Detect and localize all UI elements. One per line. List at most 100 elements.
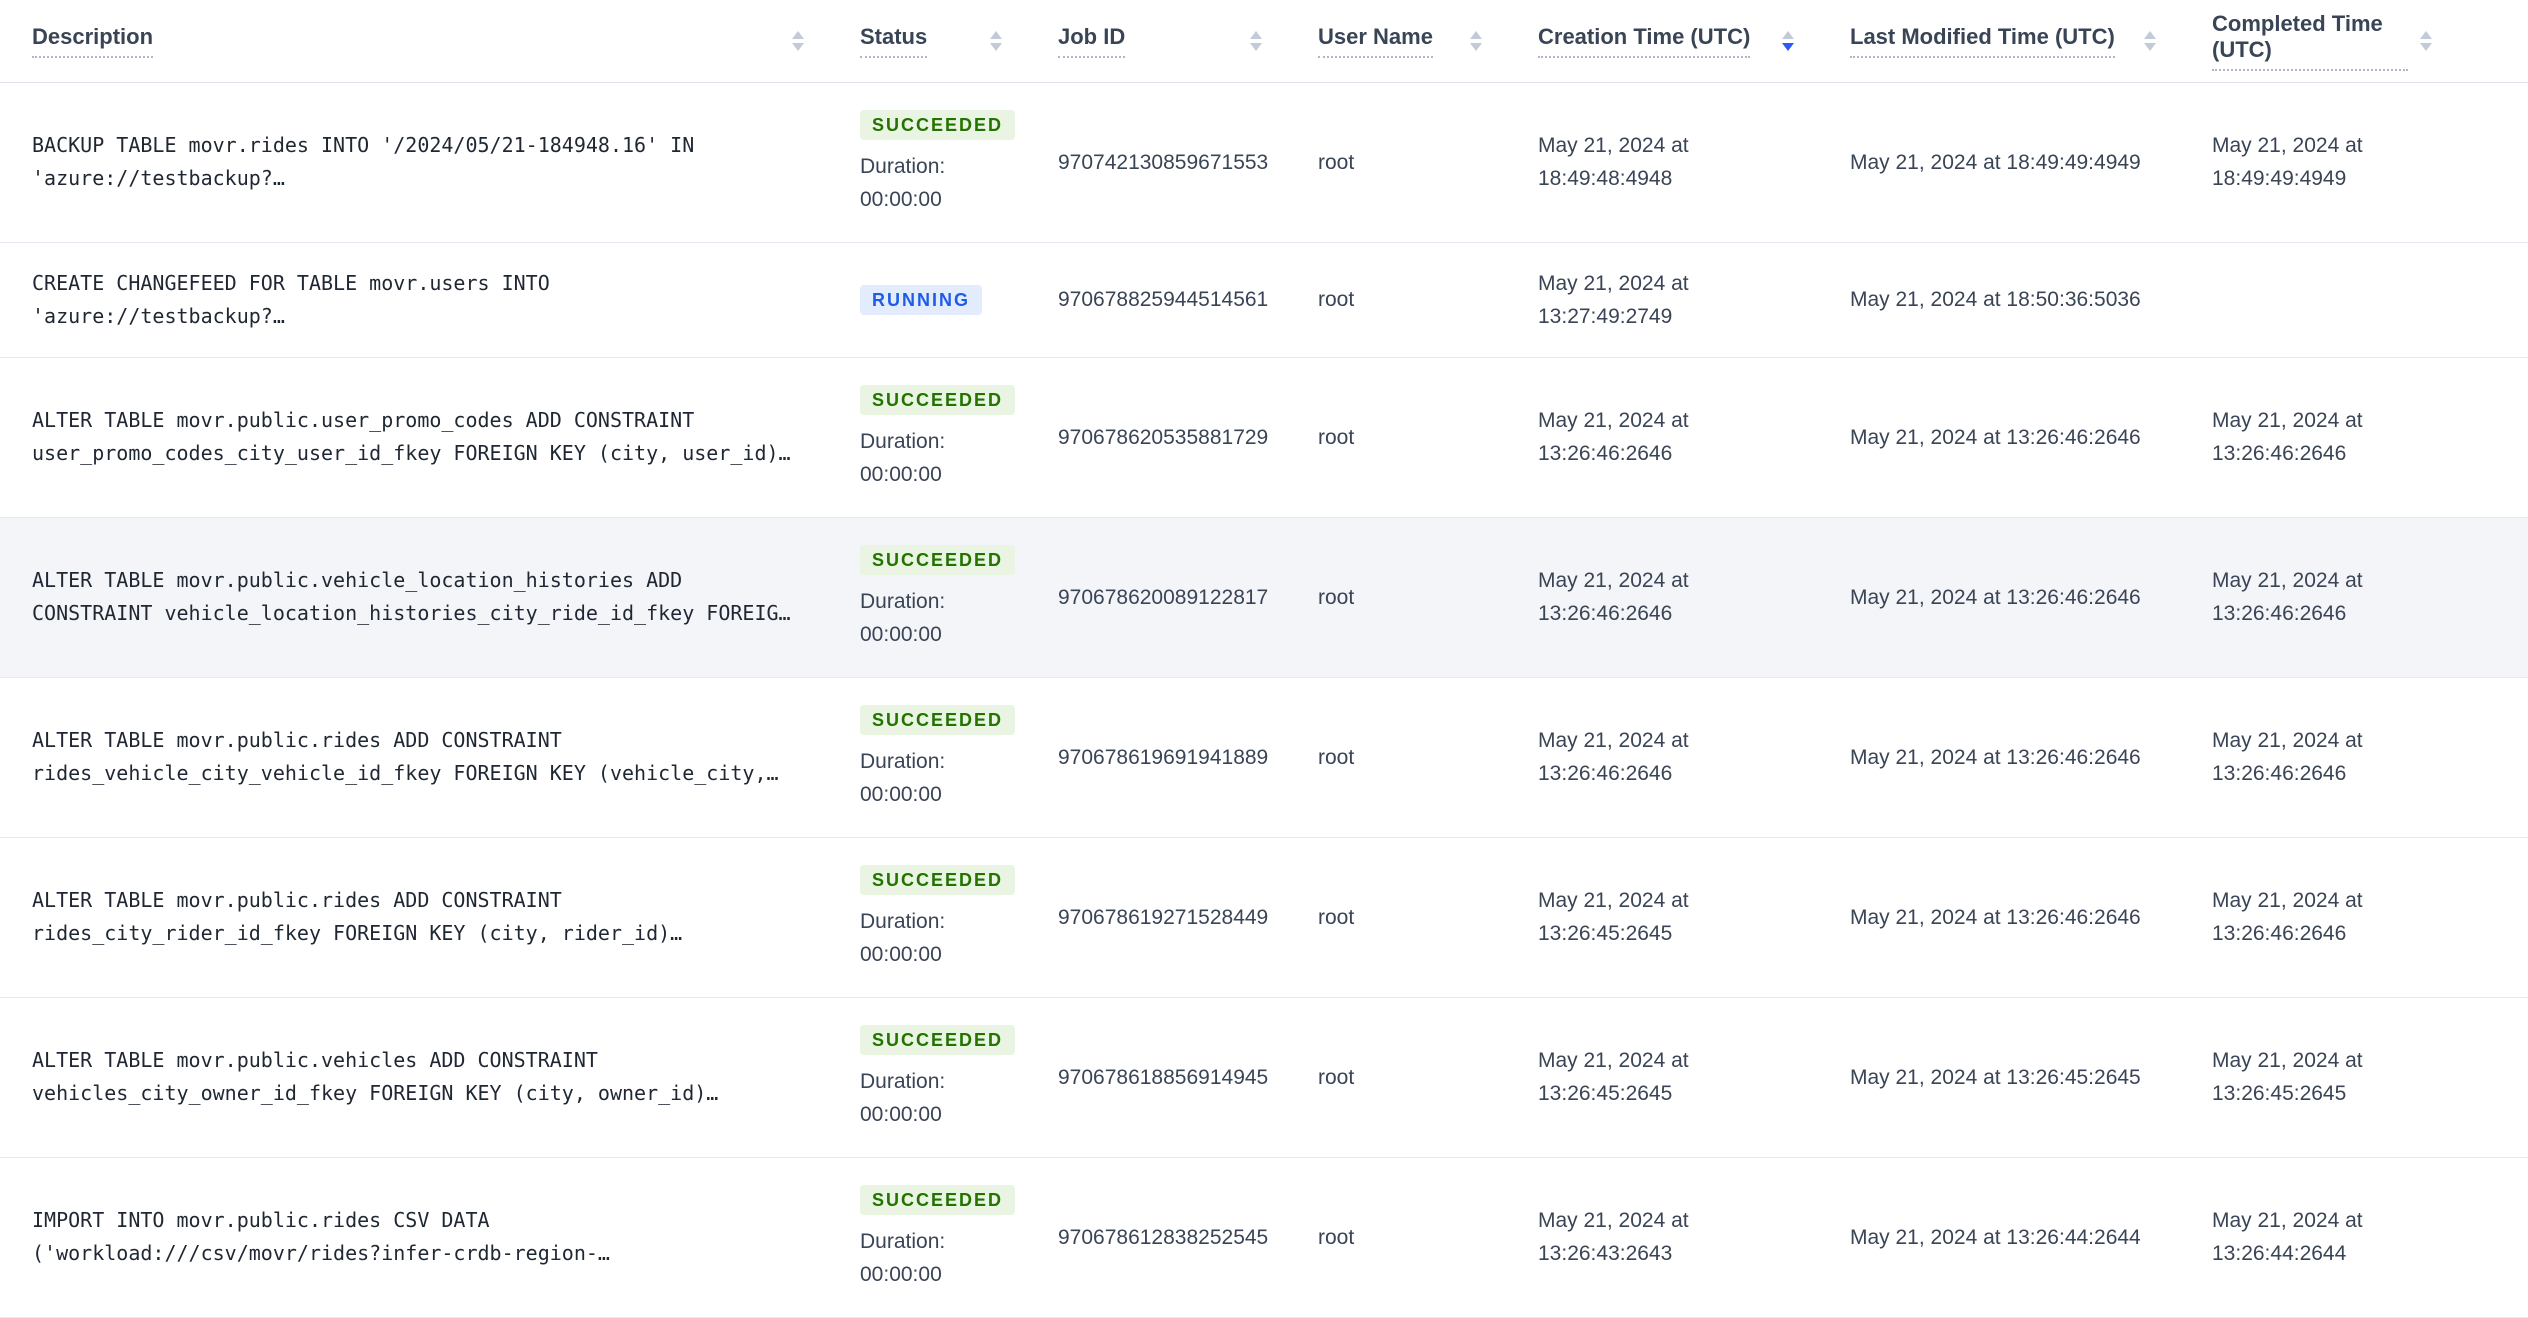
creation-time-value: May 21, 2024 at 13:27:49:2749 — [1538, 271, 1689, 328]
column-header-status[interactable]: Status — [828, 0, 1026, 83]
completed-time-value: May 21, 2024 at 13:26:44:2644 — [2212, 1209, 2363, 1265]
status-cell: RUNNING — [828, 242, 1026, 358]
last-modified-time-cell: May 21, 2024 at 13:26:46:2646 — [1818, 357, 2180, 518]
user-name-cell: root — [1286, 1157, 1506, 1318]
job-id-cell: 970678619691941889 — [1026, 677, 1286, 838]
job-row[interactable]: ALTER TABLE movr.public.user_promo_codes… — [0, 357, 2528, 518]
sort-icon[interactable] — [2420, 30, 2432, 51]
sort-icon[interactable] — [1782, 30, 1794, 51]
creation-time-cell: May 21, 2024 at 13:26:46:2646 — [1506, 357, 1818, 518]
last-modified-time-cell: May 21, 2024 at 13:26:45:2645 — [1818, 997, 2180, 1158]
sort-icon[interactable] — [1470, 30, 1482, 51]
job-id-value: 970678618856914945 — [1058, 1065, 1269, 1089]
column-header-label: Creation Time (UTC) — [1538, 24, 1751, 58]
column-header-label: Status — [860, 24, 928, 58]
job-description-link[interactable]: ALTER TABLE movr.public.user_promo_codes… — [32, 408, 791, 465]
user-name-value: root — [1318, 288, 1355, 311]
duration-value: 00:00:00 — [860, 783, 942, 806]
description-cell: ALTER TABLE movr.public.vehicles ADD CON… — [0, 997, 828, 1158]
column-header-job-id[interactable]: Job ID — [1026, 0, 1286, 83]
duration-label: Duration: — [860, 155, 946, 178]
user-name-cell: root — [1286, 517, 1506, 678]
column-header-creation-time[interactable]: Creation Time (UTC) — [1506, 0, 1818, 83]
job-row[interactable]: ALTER TABLE movr.public.rides ADD CONSTR… — [0, 837, 2528, 998]
last-modified-time-value: May 21, 2024 at 13:26:46:2646 — [1850, 745, 2141, 769]
last-modified-time-cell: May 21, 2024 at 13:26:46:2646 — [1818, 517, 2180, 678]
completed-time-value: May 21, 2024 at 13:26:46:2646 — [2212, 889, 2363, 945]
user-name-cell: root — [1286, 357, 1506, 518]
status-cell: SUCCEEDED Duration: 00:00:00 — [828, 1157, 1026, 1318]
creation-time-value: May 21, 2024 at 13:26:46:2646 — [1538, 729, 1689, 785]
completed-time-cell: May 21, 2024 at 13:26:44:2644 — [2180, 1157, 2528, 1318]
completed-time-cell: May 21, 2024 at 13:26:46:2646 — [2180, 357, 2528, 518]
user-name-cell: root — [1286, 997, 1506, 1158]
job-id-value: 970678619691941889 — [1058, 745, 1269, 769]
job-row[interactable]: ALTER TABLE movr.public.vehicles ADD CON… — [0, 997, 2528, 1158]
job-description-link[interactable]: CREATE CHANGEFEED FOR TABLE movr.users I… — [32, 270, 550, 328]
last-modified-time-value: May 21, 2024 at 13:26:45:2645 — [1850, 1065, 2141, 1089]
last-modified-time-value: May 21, 2024 at 18:49:49:4949 — [1850, 150, 2141, 174]
duration-value: 00:00:00 — [860, 463, 942, 486]
user-name-cell: root — [1286, 82, 1506, 243]
status-badge: SUCCEEDED — [860, 385, 1016, 415]
description-cell: BACKUP TABLE movr.rides INTO '/2024/05/2… — [0, 82, 828, 243]
job-id-cell: 970742130859671553 — [1026, 82, 1286, 243]
completed-time-value: May 21, 2024 at 13:26:46:2646 — [2212, 409, 2363, 465]
user-name-value: root — [1318, 425, 1355, 449]
last-modified-time-value: May 21, 2024 at 13:26:44:2644 — [1850, 1225, 2141, 1249]
description-cell: ALTER TABLE movr.public.vehicle_location… — [0, 517, 828, 678]
status-cell: SUCCEEDED Duration: 00:00:00 — [828, 517, 1026, 678]
job-row[interactable]: CREATE CHANGEFEED FOR TABLE movr.users I… — [0, 242, 2528, 358]
duration-value: 00:00:00 — [860, 623, 942, 646]
last-modified-time-value: May 21, 2024 at 13:26:46:2646 — [1850, 905, 2141, 929]
completed-time-value: May 21, 2024 at 13:26:45:2645 — [2212, 1049, 2363, 1105]
status-cell: SUCCEEDED Duration: 00:00:00 — [828, 82, 1026, 243]
column-header-last-modified-time[interactable]: Last Modified Time (UTC) — [1818, 0, 2180, 83]
completed-time-value: May 21, 2024 at 18:49:49:4949 — [2212, 134, 2363, 190]
job-description-link[interactable]: IMPORT INTO movr.public.rides CSV DATA (… — [32, 1208, 610, 1265]
sort-icon[interactable] — [792, 30, 804, 51]
creation-time-value: May 21, 2024 at 13:26:43:2643 — [1538, 1209, 1689, 1265]
description-cell: ALTER TABLE movr.public.rides ADD CONSTR… — [0, 837, 828, 998]
completed-time-cell: May 21, 2024 at 13:26:46:2646 — [2180, 837, 2528, 998]
column-header-user-name[interactable]: User Name — [1286, 0, 1506, 83]
job-id-cell: 970678620535881729 — [1026, 357, 1286, 518]
sort-icon[interactable] — [2144, 30, 2156, 51]
job-description-link[interactable]: BACKUP TABLE movr.rides INTO '/2024/05/2… — [32, 133, 695, 190]
creation-time-cell: May 21, 2024 at 13:26:45:2645 — [1506, 997, 1818, 1158]
job-row[interactable]: BACKUP TABLE movr.rides INTO '/2024/05/2… — [0, 82, 2528, 243]
status-cell: SUCCEEDED Duration: 00:00:00 — [828, 837, 1026, 998]
duration-value: 00:00:00 — [860, 943, 942, 966]
job-description-link[interactable]: ALTER TABLE movr.public.vehicle_location… — [32, 568, 791, 625]
column-header-completed-time[interactable]: Completed Time (UTC) — [2180, 0, 2528, 83]
creation-time-cell: May 21, 2024 at 13:27:49:2749 — [1506, 242, 1818, 358]
user-name-value: root — [1318, 905, 1355, 929]
job-id-value: 970678619271528449 — [1058, 905, 1269, 929]
job-row[interactable]: IMPORT INTO movr.public.rides CSV DATA (… — [0, 1157, 2528, 1318]
creation-time-cell: May 21, 2024 at 13:26:46:2646 — [1506, 677, 1818, 838]
job-description-link[interactable]: ALTER TABLE movr.public.rides ADD CONSTR… — [32, 728, 779, 785]
last-modified-time-cell: May 21, 2024 at 18:50:36:5036 — [1818, 242, 2180, 358]
column-header-description[interactable]: Description — [0, 0, 828, 83]
job-description-link[interactable]: ALTER TABLE movr.public.rides ADD CONSTR… — [32, 888, 683, 945]
job-id-cell: 970678620089122817 — [1026, 517, 1286, 678]
user-name-cell: root — [1286, 837, 1506, 998]
sort-icon[interactable] — [1250, 30, 1262, 51]
creation-time-cell: May 21, 2024 at 18:49:48:4948 — [1506, 82, 1818, 243]
job-id-cell: 970678612838252545 — [1026, 1157, 1286, 1318]
completed-time-value: May 21, 2024 at 13:26:46:2646 — [2212, 569, 2363, 625]
last-modified-time-cell: May 21, 2024 at 13:26:46:2646 — [1818, 677, 2180, 838]
last-modified-time-cell: May 21, 2024 at 13:26:44:2644 — [1818, 1157, 2180, 1318]
duration-label: Duration: — [860, 1230, 946, 1253]
job-row[interactable]: ALTER TABLE movr.public.rides ADD CONSTR… — [0, 677, 2528, 838]
duration-value: 00:00:00 — [860, 1103, 942, 1126]
creation-time-value: May 21, 2024 at 18:49:48:4948 — [1538, 134, 1689, 190]
status-badge: SUCCEEDED — [860, 705, 1016, 735]
sort-icon[interactable] — [990, 30, 1002, 51]
job-description-link[interactable]: ALTER TABLE movr.public.vehicles ADD CON… — [32, 1048, 719, 1105]
user-name-cell: root — [1286, 242, 1506, 358]
job-row[interactable]: ALTER TABLE movr.public.vehicle_location… — [0, 517, 2528, 678]
creation-time-cell: May 21, 2024 at 13:26:46:2646 — [1506, 517, 1818, 678]
description-cell: IMPORT INTO movr.public.rides CSV DATA (… — [0, 1157, 828, 1318]
